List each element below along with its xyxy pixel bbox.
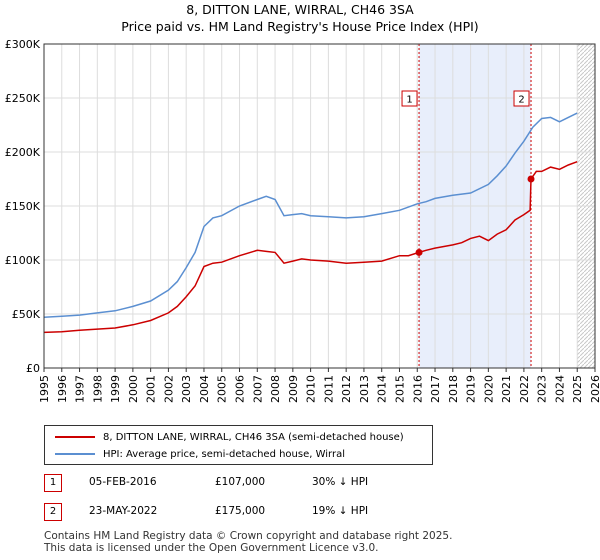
transaction-row: 1 05-FEB-2016 £107,000 30% ↓ HPI (44, 474, 464, 492)
legend-property-label: 8, DITTON LANE, WIRRAL, CH46 3SA (semi-d… (103, 431, 404, 443)
x-tick-label: 2007 (251, 375, 264, 403)
x-tick-label: 2009 (287, 375, 300, 403)
transaction-date: 05-FEB-2016 (89, 476, 157, 488)
x-tick-label: 2015 (393, 375, 406, 403)
x-tick-label: 2001 (145, 375, 158, 403)
footer: Contains HM Land Registry data © Crown c… (44, 530, 452, 554)
x-tick-label: 2017 (429, 375, 442, 403)
legend: 8, DITTON LANE, WIRRAL, CH46 3SA (semi-d… (44, 425, 433, 465)
x-tick-label: 1995 (38, 375, 51, 403)
y-tick-label: £250K (5, 92, 41, 105)
legend-hpi-swatch (55, 453, 95, 455)
y-tick-label: £300K (5, 38, 41, 51)
x-tick-label: 2021 (500, 375, 513, 403)
x-tick-label: 2003 (180, 375, 193, 403)
transaction-date: 23-MAY-2022 (89, 505, 158, 517)
x-tick-label: 2008 (269, 375, 282, 403)
x-tick-label: 2018 (447, 375, 460, 403)
transaction-hpi-diff: 30% ↓ HPI (312, 476, 369, 488)
legend-item-property: 8, DITTON LANE, WIRRAL, CH46 3SA (semi-d… (55, 429, 404, 445)
transaction-vlines (418, 44, 532, 368)
x-tick-label: 2023 (536, 375, 549, 403)
y-tick-label: £100K (5, 254, 41, 267)
y-axis-ticks: £0 £50K £100K £150K £200K £250K £300K (5, 38, 41, 375)
x-axis-ticks: 1995 1996 1997 1998 1999 2000 2001 2002 2003 2004… (38, 368, 600, 403)
x-tick-label: 2000 (127, 375, 140, 403)
transaction-hpi-diff: 19% ↓ HPI (312, 505, 369, 517)
footer-copyright: Contains HM Land Registry data © Crown c… (44, 530, 453, 542)
transaction-price: £175,000 (215, 505, 266, 517)
legend-property-swatch (55, 436, 95, 438)
y-tick-label: £150K (5, 200, 41, 213)
transaction-label-box (513, 90, 530, 107)
x-tick-label: 2020 (482, 375, 495, 403)
x-tick-label: 2013 (358, 375, 371, 403)
plot-frame (43, 43, 596, 369)
x-tick-label: 2005 (216, 375, 229, 403)
footer-licence: This data is licensed under the Open Gov… (44, 542, 379, 554)
x-tick-label: 2011 (322, 375, 335, 403)
x-tick-label: 2022 (518, 375, 531, 403)
hpi-series-line (43, 112, 578, 318)
x-tick-label: 1997 (74, 375, 87, 403)
transaction-label: 1 (406, 95, 412, 106)
x-tick-label: 2016 (411, 375, 424, 403)
x-tick-label: 2014 (376, 375, 389, 403)
transaction-label: 2 (518, 95, 524, 106)
chart-title-subtitle: Price paid vs. HM Land Registry's House … (121, 19, 479, 34)
chart-title-address: 8, DITTON LANE, WIRRAL, CH46 3SA (186, 2, 414, 17)
transaction-dot (415, 248, 423, 256)
y-tick-label: £50K (12, 308, 41, 321)
x-tick-label: 2004 (198, 375, 211, 403)
y-tick-label: £0 (26, 362, 40, 375)
legend-hpi-label: HPI: Average price, semi-detached house,… (103, 448, 346, 460)
x-tick-label: 2012 (340, 375, 353, 403)
transaction-badge: 1 (44, 474, 62, 492)
x-tick-label: 2025 (571, 375, 584, 403)
x-tick-label: 1999 (109, 375, 122, 403)
x-tick-label: 2026 (589, 375, 600, 403)
transaction-price: £107,000 (215, 476, 266, 488)
x-tick-label: 2024 (553, 375, 566, 403)
x-tick-label: 2010 (305, 375, 318, 403)
transaction-label-box (401, 90, 418, 107)
transaction-row: 2 23-MAY-2022 £175,000 19% ↓ HPI (44, 503, 464, 521)
x-tick-label: 1996 (56, 375, 69, 403)
transaction-dot (527, 175, 535, 183)
transaction-badge: 2 (44, 503, 62, 521)
x-tick-label: 2002 (162, 375, 175, 403)
x-tick-label: 1998 (91, 375, 104, 403)
x-tick-label: 2019 (465, 375, 478, 403)
legend-item-hpi: HPI: Average price, semi-detached house,… (55, 446, 345, 462)
y-tick-label: £200K (5, 146, 41, 159)
x-tick-label: 2006 (234, 375, 247, 403)
property-series-line (43, 160, 578, 334)
